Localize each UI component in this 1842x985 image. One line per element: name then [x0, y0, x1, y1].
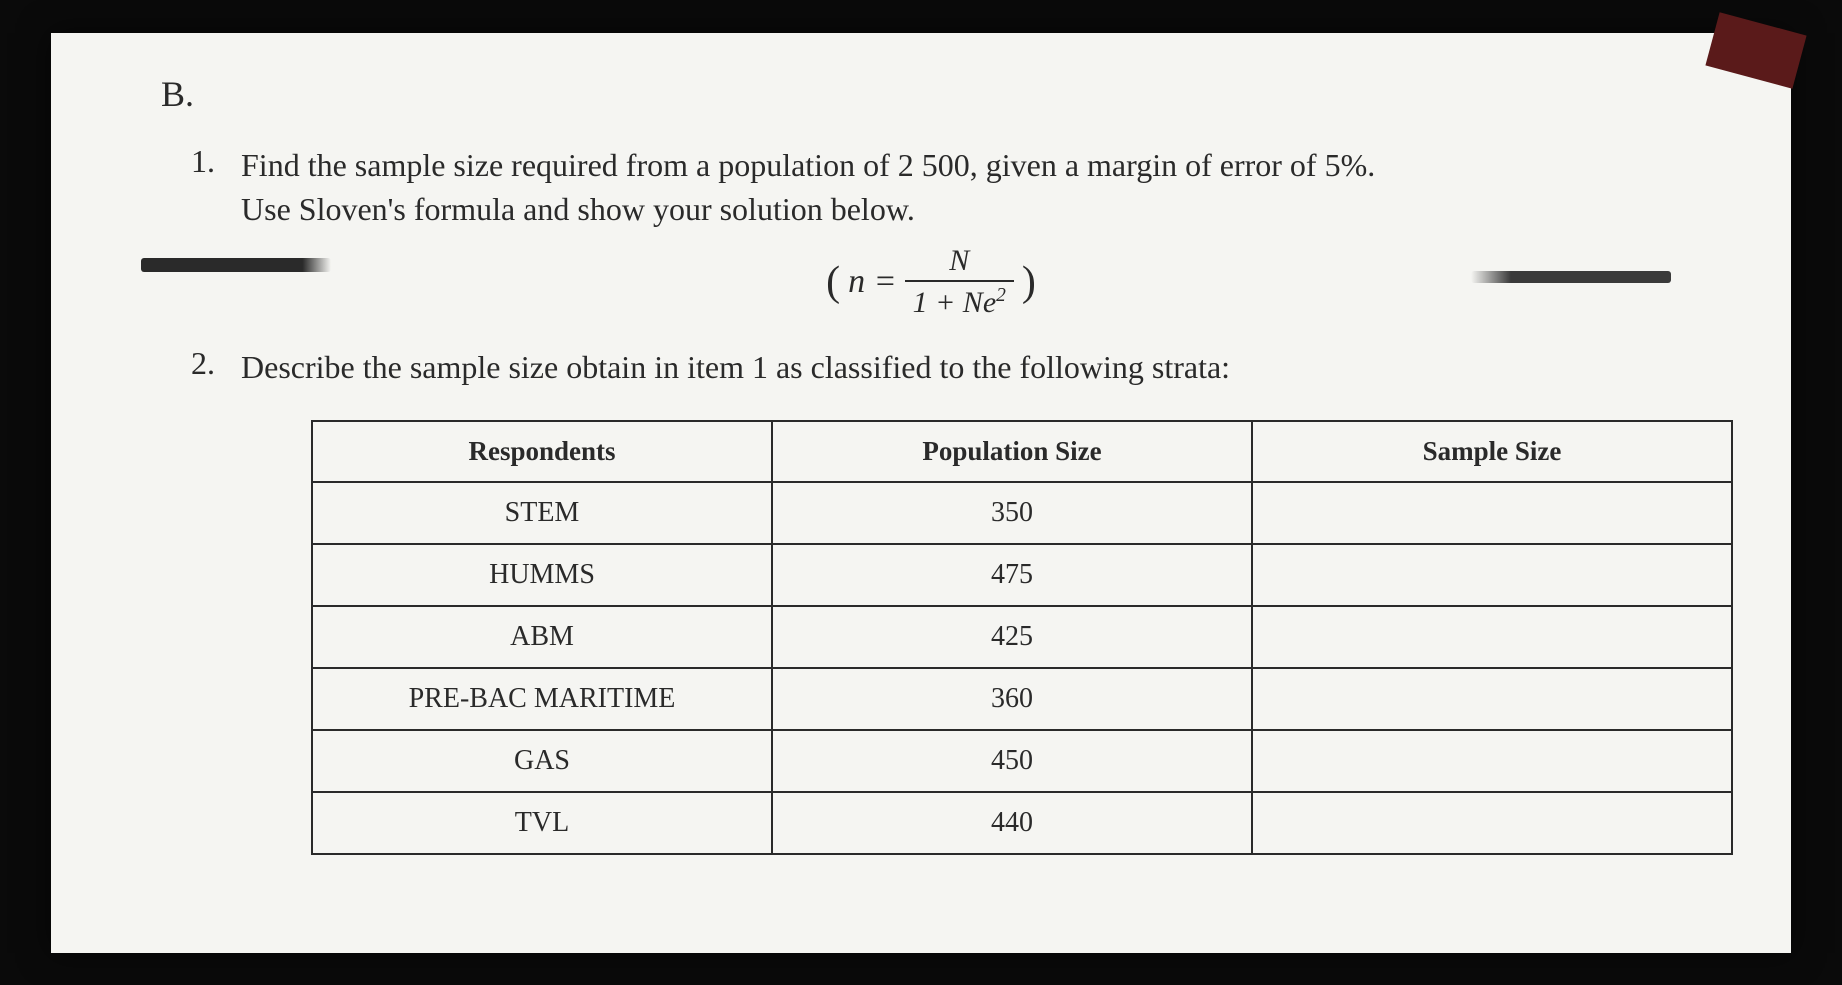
col-respondents: Respondents — [312, 421, 772, 482]
question-2-text: Describe the sample size obtain in item … — [241, 345, 1240, 390]
formula-lhs: n = — [848, 263, 896, 301]
cell-sample — [1252, 668, 1732, 730]
cell-respondent: HUMMS — [312, 544, 772, 606]
cell-respondent: STEM — [312, 482, 772, 544]
table-row: STEM 350 — [312, 482, 1732, 544]
strata-table: Respondents Population Size Sample Size … — [311, 420, 1733, 855]
question-1-line2: Use Sloven's formula and show your solut… — [241, 191, 915, 227]
cell-sample — [1252, 482, 1732, 544]
cell-respondent: GAS — [312, 730, 772, 792]
cell-pop: 360 — [772, 668, 1252, 730]
cell-respondent: ABM — [312, 606, 772, 668]
table-row: PRE-BAC MARITIME 360 — [312, 668, 1732, 730]
glare-left-mark — [141, 258, 331, 272]
question-1-text: Find the sample size required from a pop… — [241, 143, 1385, 233]
glare-right-mark — [1471, 271, 1671, 283]
cell-sample — [1252, 792, 1732, 854]
cell-pop: 350 — [772, 482, 1252, 544]
table-row: GAS 450 — [312, 730, 1732, 792]
table-row: ABM 425 — [312, 606, 1732, 668]
formula-denominator: 1 + Ne2 — [905, 280, 1014, 319]
question-1: 1. Find the sample size required from a … — [191, 143, 1711, 233]
cell-pop: 475 — [772, 544, 1252, 606]
table-row: HUMMS 475 — [312, 544, 1732, 606]
table-header-row: Respondents Population Size Sample Size — [312, 421, 1732, 482]
formula-fraction: N 1 + Ne2 — [905, 244, 1014, 319]
cell-pop: 425 — [772, 606, 1252, 668]
cell-pop: 440 — [772, 792, 1252, 854]
cell-pop: 450 — [772, 730, 1252, 792]
cell-respondent: PRE-BAC MARITIME — [312, 668, 772, 730]
cell-sample — [1252, 544, 1732, 606]
cell-respondent: TVL — [312, 792, 772, 854]
question-1-number: 1. — [191, 143, 241, 233]
col-sample-size: Sample Size — [1252, 421, 1732, 482]
question-2: 2. Describe the sample size obtain in it… — [191, 345, 1711, 390]
question-1-line1: Find the sample size required from a pop… — [241, 147, 1375, 183]
section-letter: B. — [161, 73, 1711, 115]
formula-paren-left: ( — [826, 258, 840, 306]
strata-table-wrap: Respondents Population Size Sample Size … — [311, 420, 1731, 855]
question-2-number: 2. — [191, 345, 241, 390]
formula-numerator: N — [941, 244, 977, 280]
table-row: TVL 440 — [312, 792, 1732, 854]
torn-corner — [1705, 12, 1806, 88]
document-page: B. 1. Find the sample size required from… — [51, 33, 1791, 953]
formula-paren-right: ) — [1022, 258, 1036, 306]
col-population-size: Population Size — [772, 421, 1252, 482]
cell-sample — [1252, 606, 1732, 668]
table-body: STEM 350 HUMMS 475 ABM 425 PRE-BAC MARIT… — [312, 482, 1732, 854]
cell-sample — [1252, 730, 1732, 792]
